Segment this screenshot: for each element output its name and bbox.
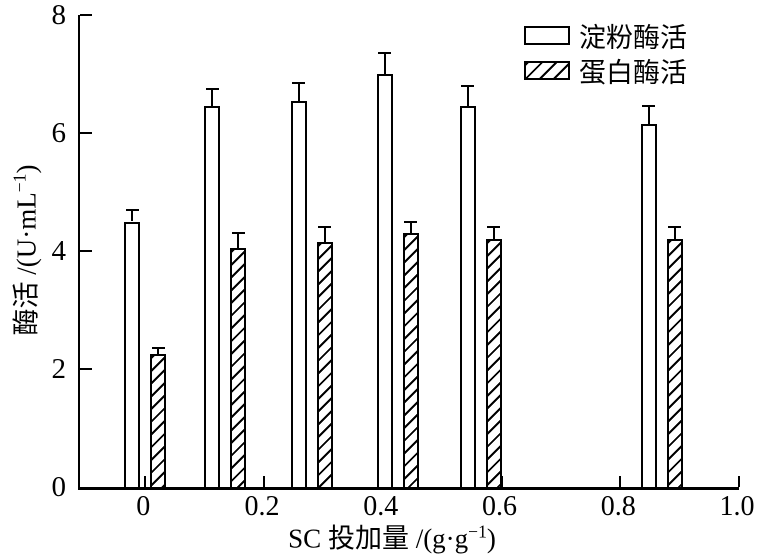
y-tick [80, 132, 92, 134]
error-bar-cap [205, 87, 219, 90]
legend-label-amylase: 淀粉酶活 [579, 22, 687, 53]
error-bar-stem [323, 227, 326, 243]
legend-label-protease: 蛋白酶活 [579, 57, 687, 88]
y-tick-label: 2 [51, 353, 67, 385]
error-bar-stem [492, 227, 495, 240]
error-bar-stem [237, 233, 240, 249]
error-bar-stem [157, 348, 160, 355]
error-bar-cap [318, 226, 332, 229]
y-tick-label: 6 [51, 117, 67, 149]
bar-protease-5 [666, 239, 683, 487]
y-tick [80, 14, 92, 16]
error-bar-stem [409, 221, 412, 234]
y-tick [80, 250, 92, 252]
bar-amylase-2 [290, 100, 307, 487]
x-tick [738, 476, 740, 487]
bar-protease-3 [402, 233, 419, 487]
x-tick-label: 1.0 [719, 491, 755, 522]
error-bar-cap [125, 208, 139, 211]
error-bar-cap [404, 220, 418, 223]
y-tick [80, 368, 92, 370]
bar-protease-0 [150, 354, 167, 487]
error-bar-cap [461, 84, 475, 87]
x-tick-label: 0.8 [600, 491, 636, 522]
chart-legend: 淀粉酶活 蛋白酶活 [524, 21, 687, 91]
error-bar-stem [383, 53, 386, 74]
x-tick [144, 476, 147, 487]
bar-amylase-3 [376, 74, 393, 487]
error-bar-stem [466, 85, 469, 107]
error-bar-stem [211, 88, 214, 107]
error-bar-cap [378, 52, 392, 55]
bar-amylase-0 [124, 221, 141, 487]
x-tick-label: 0.2 [244, 491, 280, 522]
x-tick [263, 476, 266, 487]
error-bar-cap [151, 347, 165, 350]
x-axis-title: SC 投加量 /(g·g−1) [288, 521, 496, 554]
x-tick-label: 0.6 [482, 491, 518, 522]
error-bar-stem [131, 209, 134, 222]
legend-item-protease: 蛋白酶活 [524, 56, 687, 88]
bar-amylase-1 [204, 106, 221, 487]
bar-amylase-4 [459, 106, 476, 487]
amylase-swatch-icon [524, 25, 570, 45]
bar-protease-4 [485, 239, 502, 487]
y-tick-label: 0 [51, 471, 67, 503]
bar-protease-2 [316, 242, 333, 487]
error-bar-cap [668, 226, 682, 229]
x-tick [619, 476, 622, 487]
y-tick-label: 4 [51, 235, 67, 267]
legend-item-amylase: 淀粉酶活 [524, 21, 687, 53]
x-tick-label: 0 [136, 491, 151, 522]
bar-protease-1 [230, 248, 247, 487]
error-bar-cap [487, 226, 501, 229]
error-bar-cap [292, 81, 306, 84]
error-bar-stem [297, 82, 300, 101]
error-bar-cap [642, 105, 656, 108]
error-bar-cap [231, 232, 245, 235]
plot-area: 淀粉酶活 蛋白酶活 [78, 14, 740, 490]
error-bar-stem [647, 106, 650, 125]
x-tick-label: 0.4 [363, 491, 399, 522]
bar-amylase-5 [640, 124, 657, 487]
error-bar-stem [673, 227, 676, 240]
y-tick-label: 8 [51, 0, 67, 31]
protease-swatch-icon [524, 60, 570, 80]
